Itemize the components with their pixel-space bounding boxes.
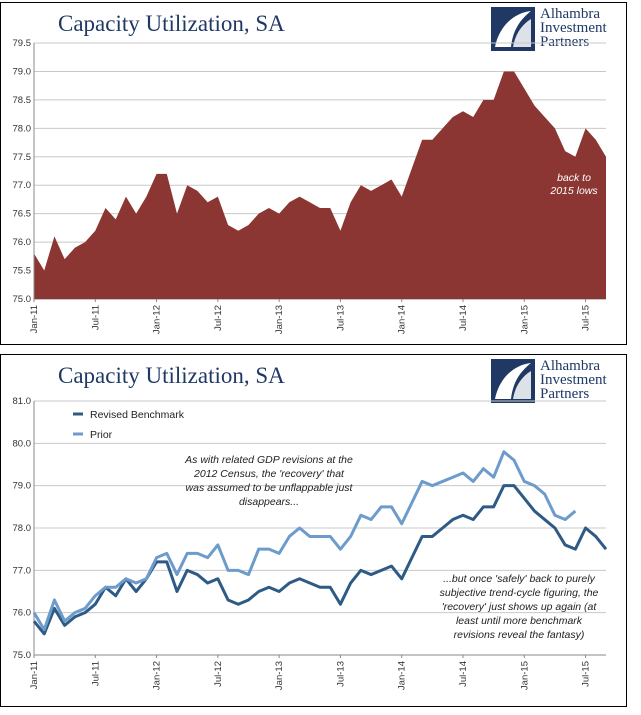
annotation-line: ...but once 'safely' back to purely xyxy=(443,573,595,585)
x-tick-label: Jul-15 xyxy=(581,661,592,687)
area-series xyxy=(34,71,606,299)
x-tick-label: Jul-15 xyxy=(581,305,592,331)
x-tick-label: Jul-14 xyxy=(458,661,469,687)
x-tick-label: Jan-15 xyxy=(519,305,530,334)
x-tick-label: Jan-14 xyxy=(397,661,408,690)
annotation-line: 'recovery' just shows up again (at xyxy=(442,601,598,613)
area-chart-panel: Capacity Utilization, SA Alhambra Investm… xyxy=(0,2,627,345)
annotation-line: back to xyxy=(557,172,591,184)
chart-title: Capacity Utilization, SA xyxy=(58,11,285,36)
y-tick-label: 78.5 xyxy=(13,95,32,106)
y-tick-label: 75.0 xyxy=(13,294,32,305)
series-line-prior xyxy=(32,450,577,632)
logo-emblem-icon xyxy=(491,359,535,403)
series-line-revised xyxy=(32,484,608,636)
y-tick-label: 81.0 xyxy=(13,396,32,407)
x-tick-label: Jan-13 xyxy=(274,305,285,334)
annotation-line: As with related GDP revisions at the xyxy=(184,454,353,466)
y-tick-label: 76.5 xyxy=(13,209,32,220)
line-chart: 75.0 76.0 77.0 78.0 79.0 80.0 81.0 Jan-11 Jul-11… xyxy=(13,396,608,690)
annotation-line: subjective trend-cycle figuring, the xyxy=(440,587,599,599)
line-chart-panel: Capacity Utilization, SA Alhambra Investm… xyxy=(0,354,627,707)
logo-emblem-icon xyxy=(491,7,535,51)
x-tick-label: Jan-11 xyxy=(29,661,40,689)
y-tick-label: 80.0 xyxy=(13,438,32,449)
x-tick-label: Jul-13 xyxy=(335,305,346,331)
company-logo: Alhambra Investment Partners xyxy=(491,7,621,51)
x-tick-label: Jul-11 xyxy=(90,305,101,330)
y-tick-label: 79.5 xyxy=(13,38,32,49)
y-tick-label: 75.0 xyxy=(13,650,32,661)
x-tick-label: Jul-13 xyxy=(335,661,346,687)
y-tick-label: 79.0 xyxy=(13,66,32,77)
y-tick-label: 76.0 xyxy=(13,237,32,248)
y-tick-label: 75.5 xyxy=(13,266,32,277)
y-tick-label: 77.0 xyxy=(13,180,32,191)
x-tick-label: Jul-11 xyxy=(90,661,101,686)
y-tick-label: 79.0 xyxy=(13,481,32,492)
annotation-line: least until more benchmark xyxy=(456,615,583,627)
logo-wordmark: Alhambra Investment Partners xyxy=(540,6,607,50)
x-tick-label: Jul-12 xyxy=(213,305,224,331)
x-tick-label: Jan-15 xyxy=(519,661,530,690)
x-tick-label: Jan-12 xyxy=(152,305,163,334)
company-logo: Alhambra Investment Partners xyxy=(491,359,621,403)
y-tick-label: 77.0 xyxy=(13,565,32,576)
x-tick-label: Jan-13 xyxy=(274,661,285,690)
legend-label: Revised Benchmark xyxy=(90,409,185,421)
y-tick-label: 76.0 xyxy=(13,608,32,619)
logo-wordmark: Alhambra Investment Partners xyxy=(540,358,607,402)
x-tick-label: Jul-12 xyxy=(213,661,224,687)
annotation-line: was assumed to be unflappable just xyxy=(186,482,354,494)
annotation-line: disappears... xyxy=(239,496,299,508)
x-tick-label: Jan-12 xyxy=(152,661,163,690)
x-tick-label: Jan-14 xyxy=(397,305,408,334)
x-tick-label: Jul-14 xyxy=(458,305,469,331)
area-chart: 75.0 75.5 76.0 76.5 77.0 77.5 78.0 78.5 79.0 79.5… xyxy=(13,38,606,334)
annotation-line: 2012 Census, the 'recovery' that xyxy=(193,468,345,480)
legend-label: Prior xyxy=(90,429,113,441)
annotation-line: revisions reveal the fantasy) xyxy=(454,629,585,641)
y-tick-label: 78.0 xyxy=(13,123,32,134)
y-tick-label: 78.0 xyxy=(13,523,32,534)
y-tick-label: 77.5 xyxy=(13,152,32,163)
annotation-line: 2015 lows xyxy=(549,185,598,197)
x-tick-label: Jan-11 xyxy=(29,305,40,333)
chart-title: Capacity Utilization, SA xyxy=(58,363,285,388)
